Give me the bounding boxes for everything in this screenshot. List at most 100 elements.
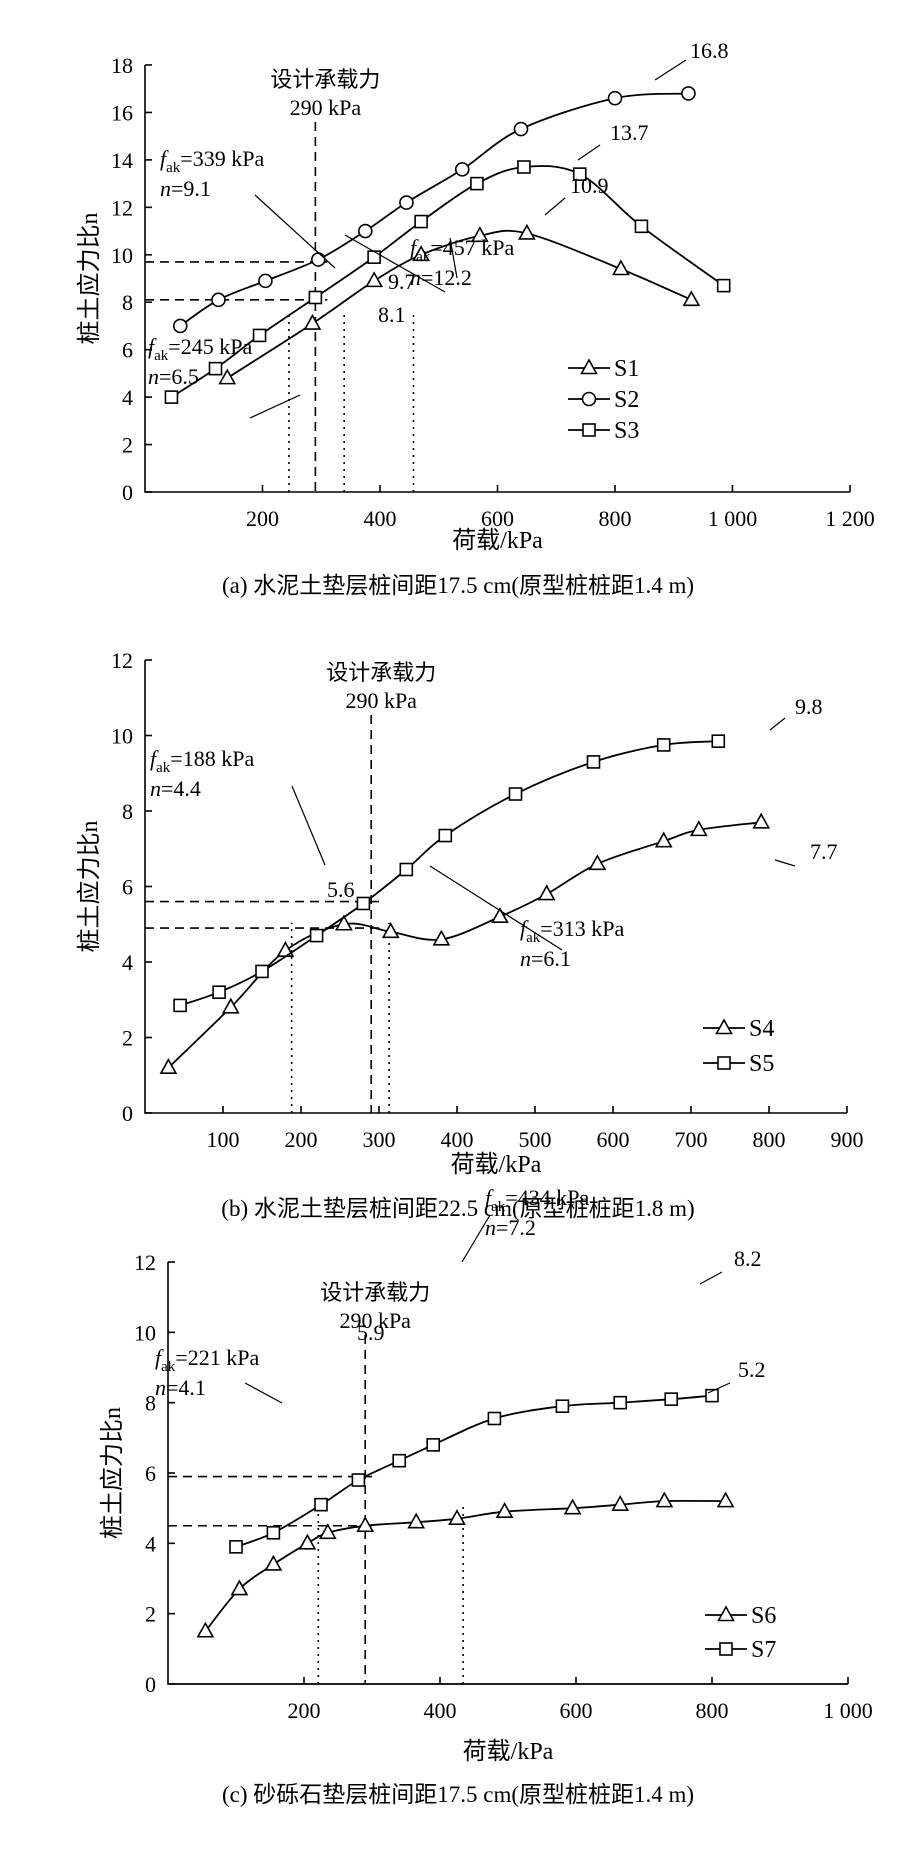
data-point-S5 [438,828,453,843]
design-capacity-value: 290 kPa [339,1308,411,1333]
n-value: =4.1 [166,1375,206,1400]
data-point-S1 [303,313,322,330]
fak-annotation: fak=434 kPa [485,1185,589,1215]
data-point-S1 [365,271,383,288]
data-point-S1 [612,259,630,276]
legend-label: S5 [749,1051,774,1077]
endpoint-value-label: 13.7 [610,120,649,145]
design-capacity-label: 设计承载力 [326,660,436,685]
design-capacity-value: 290 kPa [290,95,362,120]
data-point-S7 [351,1473,366,1487]
fak-value: =221 kPa [175,1345,259,1370]
legend-marker-S5 [717,1056,731,1070]
data-point-S3 [308,290,323,305]
fak-symbol: f [485,1185,494,1210]
axes-frame [167,1262,848,1685]
y-tick-label: 4 [145,1531,156,1556]
annotation-leader-line [707,1382,731,1394]
x-tick-label: 800 [753,1127,786,1152]
x-tick-label: 200 [285,1127,318,1152]
fak-annotation: fak=221 kPa [155,1345,259,1375]
legend-label: S2 [614,387,639,413]
data-point-S5 [399,862,414,877]
mid-value-label: 5.9 [357,1320,385,1345]
endpoint-value-label: 5.2 [738,1357,766,1382]
data-point-S4 [335,914,353,931]
fak-annotation: fak=313 kPa [520,916,624,946]
annotation-leader-line [461,1214,491,1263]
data-point-S2 [454,162,470,177]
y-tick-label: 2 [122,433,133,458]
y-axis-label: 桩土应力比n [76,821,103,953]
fak-annotation: fak=457 kPa [410,235,514,265]
data-point-S5 [711,734,726,748]
data-point-S3 [164,390,179,404]
annotation-leader-line [774,859,796,867]
data-point-S6 [655,1491,674,1508]
data-point-S6 [298,1533,317,1550]
endpoint-value-label: 7.7 [810,839,838,864]
n-annotation: n=12.2 [410,265,472,290]
x-tick-label: 900 [831,1127,864,1152]
data-point-S2 [513,121,529,137]
data-point-S3 [252,328,267,343]
data-point-S5 [356,896,371,911]
fak-subscript: ak [491,1199,506,1215]
annotation-leader-line [291,785,326,866]
design-capacity-value: 290 kPa [345,688,417,713]
y-tick-label: 8 [122,290,133,315]
fak-subscript: ak [154,348,169,364]
data-point-S5 [212,985,226,1000]
data-point-S6 [356,1516,375,1533]
x-tick-label: 400 [424,1698,457,1723]
series-curve-S7 [235,1394,713,1548]
data-point-S1 [412,245,430,262]
data-point-S6 [407,1512,426,1529]
n-annotation: n=4.4 [150,776,201,801]
annotation-leader-line [244,1382,283,1404]
annotation-leader-line [344,234,446,293]
data-point-S4 [432,929,451,946]
annotation-leader-line [254,194,336,269]
annotation-leader-line [429,865,563,951]
data-point-S1 [682,290,701,307]
x-tick-label: 700 [675,1127,708,1152]
fak-symbol: f [520,916,529,941]
data-point-S5 [508,787,523,801]
y-tick-label: 0 [145,1672,156,1697]
n-value: =6.1 [531,946,571,971]
data-point-S4 [588,854,607,871]
y-tick-label: 6 [122,875,133,900]
data-point-S4 [159,1058,178,1074]
data-point-S4 [689,820,708,837]
chart-panel-c: 0 2 4 6 8 10 12 200 400 600 800 1 000 荷载/kPa 桩土应力比n (c… [99,1185,873,1807]
data-point-S4 [537,884,556,901]
data-point-S3 [470,176,484,191]
data-point-S3 [517,160,531,174]
data-point-S3 [716,278,731,293]
annotation-leader-line [449,237,458,279]
annotation-leader-line [654,59,687,81]
n-symbol: n [160,176,171,201]
legend-label: S6 [751,1603,776,1629]
legend-marker-S2 [581,391,597,407]
n-symbol: n [410,265,421,290]
legend-label: S3 [614,418,639,444]
fak-symbol: f [160,146,169,171]
fak-symbol: f [410,235,419,260]
n-value: =9.1 [171,176,211,201]
y-tick-label: 10 [111,243,133,268]
data-point-S7 [229,1540,243,1554]
data-point-S3 [208,361,223,376]
data-point-S5 [656,738,671,752]
y-tick-label: 4 [122,950,133,975]
y-tick-label: 8 [122,799,133,824]
data-point-S7 [426,1438,441,1452]
fak-symbol: f [155,1345,164,1370]
data-point-S7 [314,1497,328,1512]
legend-marker-S4 [715,1018,733,1035]
data-point-S1 [218,368,237,385]
x-tick-label: 500 [519,1127,552,1152]
fak-value: =245 kPa [168,334,252,359]
y-tick-label: 2 [122,1026,133,1051]
